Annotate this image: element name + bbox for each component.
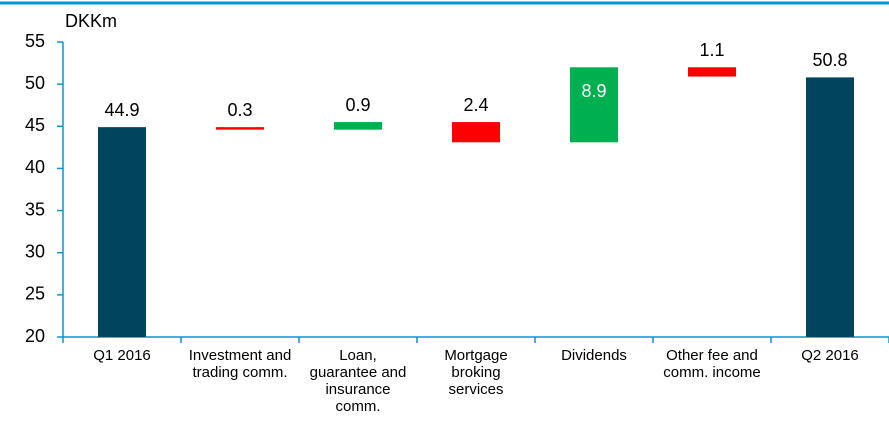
- y-tick-label: 45: [25, 115, 45, 135]
- bar: [688, 67, 736, 77]
- bar: [570, 67, 618, 143]
- x-tick-label: Dividends: [561, 347, 627, 364]
- x-tick-label: Loan, guarantee and insurance comm.: [309, 347, 407, 415]
- x-tick-label: Other fee and comm. income: [663, 347, 761, 381]
- value-label: 2.4: [463, 95, 488, 115]
- y-tick-label: 50: [25, 73, 45, 93]
- value-label: 44.9: [104, 100, 139, 120]
- bar: [334, 122, 382, 130]
- value-label: 8.9: [581, 81, 606, 101]
- y-tick-label: 55: [25, 31, 45, 51]
- value-label: 0.3: [227, 100, 252, 120]
- bar: [452, 122, 500, 143]
- value-label: 0.9: [345, 95, 370, 115]
- value-label: 1.1: [699, 40, 724, 60]
- y-tick-label: 35: [25, 199, 45, 219]
- bar: [806, 77, 854, 338]
- bar: [216, 127, 264, 130]
- y-tick-label: 25: [25, 284, 45, 304]
- y-tick-label: 30: [25, 241, 45, 261]
- x-tick-label: Q2 2016: [801, 347, 859, 364]
- value-label: 50.8: [812, 50, 847, 70]
- x-tick-label: Investment and trading comm.: [188, 347, 292, 381]
- x-tick-label: Mortgage broking services: [444, 347, 508, 398]
- x-tick-label: Q1 2016: [93, 347, 151, 364]
- y-tick-label: 40: [25, 157, 45, 177]
- unit-label: DKKm: [65, 11, 117, 31]
- y-tick-label: 20: [25, 326, 45, 346]
- bar: [98, 127, 146, 337]
